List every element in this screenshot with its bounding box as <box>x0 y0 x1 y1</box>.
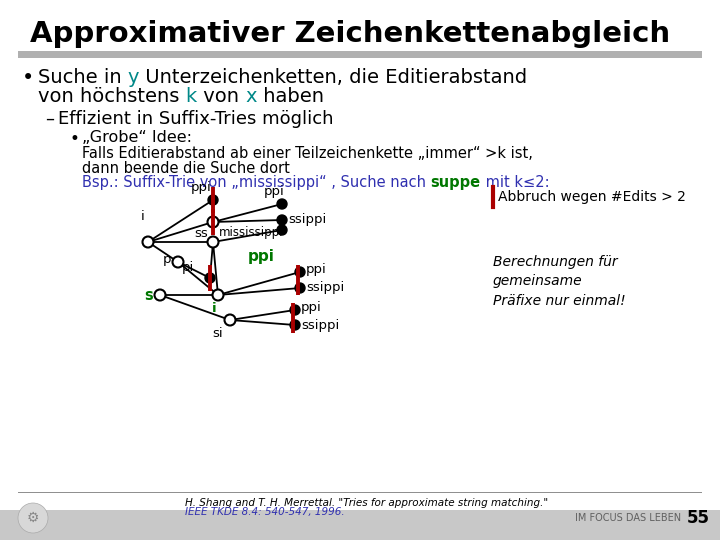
Circle shape <box>290 305 300 315</box>
Text: Suche in: Suche in <box>38 68 128 87</box>
Bar <box>18 492 702 493</box>
Text: H. Shang and T. H. Merrettal. "Tries for approximate string matching.": H. Shang and T. H. Merrettal. "Tries for… <box>185 498 548 508</box>
Text: ppi: ppi <box>306 264 327 276</box>
Text: von: von <box>197 87 245 106</box>
Text: y: y <box>128 68 140 87</box>
Text: p: p <box>163 253 171 267</box>
Text: IM FOCUS DAS LEBEN: IM FOCUS DAS LEBEN <box>575 513 681 523</box>
Circle shape <box>295 267 305 277</box>
Text: Berechnungen für
gemeinsame
Präfixe nur einmal!: Berechnungen für gemeinsame Präfixe nur … <box>493 255 626 308</box>
Circle shape <box>173 256 184 267</box>
Circle shape <box>208 195 218 205</box>
Text: ppi: ppi <box>248 249 275 264</box>
Circle shape <box>277 225 287 235</box>
Circle shape <box>290 320 300 330</box>
Circle shape <box>155 289 166 300</box>
Text: ppi: ppi <box>264 185 284 198</box>
Text: Effizient in Suffix-Tries möglich: Effizient in Suffix-Tries möglich <box>58 110 333 128</box>
Text: ppi: ppi <box>190 181 211 194</box>
Text: Bsp.: Suffix-Trie von „mississippi“ , Suche nach: Bsp.: Suffix-Trie von „mississippi“ , Su… <box>82 175 431 190</box>
Text: ss: ss <box>194 227 208 240</box>
Bar <box>0 510 720 540</box>
Text: ppi: ppi <box>301 301 322 314</box>
Text: x: x <box>245 87 256 106</box>
Text: k: k <box>186 87 197 106</box>
Text: suppe: suppe <box>431 175 481 190</box>
Text: si: si <box>212 327 223 340</box>
Text: haben: haben <box>256 87 323 106</box>
Text: •: • <box>22 68 35 88</box>
Circle shape <box>205 273 215 283</box>
Text: dann beende die Suche dort: dann beende die Suche dort <box>82 161 290 176</box>
Text: i: i <box>140 211 144 224</box>
Text: •: • <box>70 130 80 148</box>
Text: ssippi: ssippi <box>288 213 326 226</box>
Circle shape <box>225 314 235 326</box>
Text: ssippi: ssippi <box>301 319 339 332</box>
Text: s: s <box>144 287 153 302</box>
Text: 55: 55 <box>687 509 710 527</box>
Circle shape <box>295 283 305 293</box>
Bar <box>18 51 702 58</box>
Text: i: i <box>212 302 216 315</box>
Text: mit k≤2:: mit k≤2: <box>481 175 549 190</box>
Text: mississippi: mississippi <box>219 226 284 239</box>
Circle shape <box>207 217 218 227</box>
Text: von höchstens: von höchstens <box>38 87 186 106</box>
Circle shape <box>143 237 153 247</box>
Text: –: – <box>45 110 54 128</box>
Text: Falls Editierabstand ab einer Teilzeichenkette „immer“ >k ist,: Falls Editierabstand ab einer Teilzeiche… <box>82 146 533 161</box>
Text: „Grobe“ Idee:: „Grobe“ Idee: <box>82 130 192 145</box>
Circle shape <box>18 503 48 533</box>
Text: pi: pi <box>182 261 194 274</box>
Circle shape <box>277 215 287 225</box>
Text: ⚙: ⚙ <box>27 511 40 525</box>
Text: Abbruch wegen #Edits > 2: Abbruch wegen #Edits > 2 <box>498 190 686 204</box>
Text: Unterzeichenketten, die Editierabstand: Unterzeichenketten, die Editierabstand <box>140 68 528 87</box>
Text: ssippi: ssippi <box>306 281 344 294</box>
Circle shape <box>207 237 218 247</box>
Circle shape <box>212 289 223 300</box>
Text: IEEE TKDE 8.4: 540-547, 1996.: IEEE TKDE 8.4: 540-547, 1996. <box>185 507 345 517</box>
Circle shape <box>277 199 287 209</box>
Text: Approximativer Zeichenkettenabgleich: Approximativer Zeichenkettenabgleich <box>30 20 670 48</box>
